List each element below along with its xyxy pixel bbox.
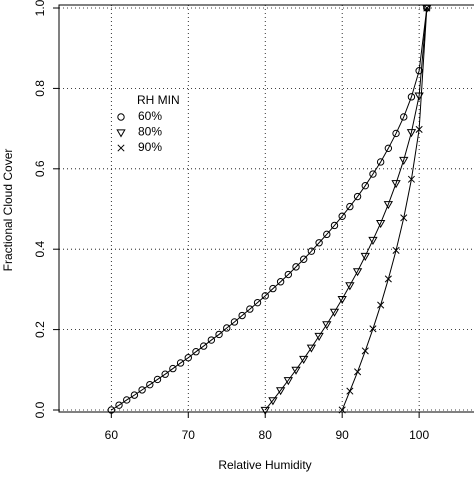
point xyxy=(130,391,139,399)
x-tick-label: 70 xyxy=(182,428,196,442)
series-line xyxy=(264,7,428,411)
point xyxy=(375,219,386,229)
legend-title: RH MIN xyxy=(137,93,180,107)
point xyxy=(422,4,432,14)
y-tick-label: 1.0 xyxy=(33,0,47,16)
point xyxy=(115,401,123,409)
point xyxy=(300,255,308,263)
point xyxy=(345,282,355,291)
point xyxy=(360,252,370,262)
point xyxy=(223,324,231,332)
point xyxy=(199,342,208,350)
point xyxy=(346,387,354,395)
point xyxy=(337,295,347,305)
point xyxy=(146,380,154,389)
point xyxy=(230,318,239,326)
legend-label: 60% xyxy=(138,109,162,123)
point xyxy=(306,344,317,353)
point xyxy=(423,4,431,12)
point xyxy=(329,308,340,317)
point xyxy=(369,325,377,333)
x-tick-label: 90 xyxy=(336,428,350,442)
y-tick-label: 0.2 xyxy=(33,321,47,338)
point xyxy=(392,246,400,254)
point xyxy=(269,284,277,293)
point xyxy=(107,406,116,414)
point xyxy=(276,278,285,286)
point xyxy=(354,368,362,376)
point xyxy=(246,305,254,313)
point xyxy=(406,129,417,138)
point xyxy=(361,347,369,355)
point xyxy=(138,386,146,394)
point xyxy=(346,202,354,211)
point xyxy=(338,212,346,220)
legend-marker xyxy=(117,144,125,152)
y-tick-label: 0.8 xyxy=(33,80,47,97)
point xyxy=(415,125,423,133)
point xyxy=(215,330,223,339)
point xyxy=(207,336,216,344)
y-tick-label: 0.6 xyxy=(33,160,47,177)
point xyxy=(268,397,278,406)
point xyxy=(352,268,363,277)
point xyxy=(377,301,385,309)
point xyxy=(307,247,316,255)
point xyxy=(415,67,423,75)
legend-label: 80% xyxy=(138,125,162,139)
plot-frame xyxy=(58,4,474,413)
series-line xyxy=(111,7,428,411)
point xyxy=(384,275,392,283)
point xyxy=(292,263,300,271)
point xyxy=(184,354,192,362)
point xyxy=(338,406,346,414)
point xyxy=(353,192,362,201)
x-tick-label: 100 xyxy=(409,428,429,442)
point xyxy=(261,292,269,300)
point xyxy=(323,230,331,239)
point xyxy=(399,156,409,165)
point xyxy=(291,366,301,375)
point xyxy=(161,370,169,378)
point xyxy=(260,406,270,415)
point xyxy=(368,236,378,245)
point xyxy=(330,221,339,230)
legend-label: 90% xyxy=(138,140,162,154)
point xyxy=(400,214,408,222)
point xyxy=(153,375,162,384)
point xyxy=(376,158,385,166)
point xyxy=(315,239,323,247)
point xyxy=(392,129,400,138)
point xyxy=(400,113,408,121)
point xyxy=(176,359,185,367)
point xyxy=(169,364,177,373)
point xyxy=(283,377,293,386)
point xyxy=(238,311,246,320)
point xyxy=(275,387,286,396)
legend-marker xyxy=(117,113,125,121)
y-tick-label: 0.0 xyxy=(33,401,47,418)
point xyxy=(322,321,332,330)
point xyxy=(361,181,369,190)
point xyxy=(391,180,401,189)
legend-marker xyxy=(116,129,126,138)
x-axis-title: Relative Humidity xyxy=(218,458,311,472)
point xyxy=(383,201,394,210)
point xyxy=(299,355,309,364)
point xyxy=(407,175,415,183)
point xyxy=(407,93,416,101)
point xyxy=(314,332,324,342)
point xyxy=(384,144,393,153)
point xyxy=(284,270,293,279)
point xyxy=(253,298,262,307)
y-axis-title: Fractional Cloud Cover xyxy=(1,149,15,272)
series-line xyxy=(341,7,428,411)
x-tick-label: 80 xyxy=(259,428,273,442)
x-tick-label: 60 xyxy=(105,428,119,442)
point xyxy=(192,348,200,356)
point xyxy=(369,170,377,178)
y-tick-label: 0.4 xyxy=(33,241,47,258)
point xyxy=(123,396,131,404)
